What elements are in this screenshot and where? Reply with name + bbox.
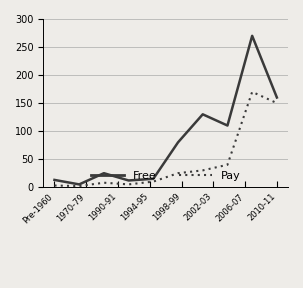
Legend: Free, Pay: Free, Pay — [86, 166, 245, 185]
Pay — [77, 184, 81, 188]
Free — [275, 96, 279, 99]
Pay — [176, 171, 180, 175]
Pay — [226, 163, 229, 166]
Free — [226, 124, 229, 127]
Free — [250, 34, 254, 37]
Free — [53, 178, 56, 182]
Pay — [201, 169, 205, 172]
Free — [201, 113, 205, 116]
Pay — [250, 90, 254, 94]
Pay — [275, 101, 279, 105]
Line: Pay: Pay — [55, 92, 277, 186]
Free — [152, 177, 155, 181]
Pay — [53, 184, 56, 187]
Pay — [102, 181, 106, 184]
Free — [127, 179, 130, 182]
Free — [102, 171, 106, 175]
Pay — [152, 180, 155, 183]
Pay — [127, 183, 130, 186]
Free — [77, 183, 81, 186]
Free — [176, 141, 180, 144]
Line: Free: Free — [55, 36, 277, 184]
